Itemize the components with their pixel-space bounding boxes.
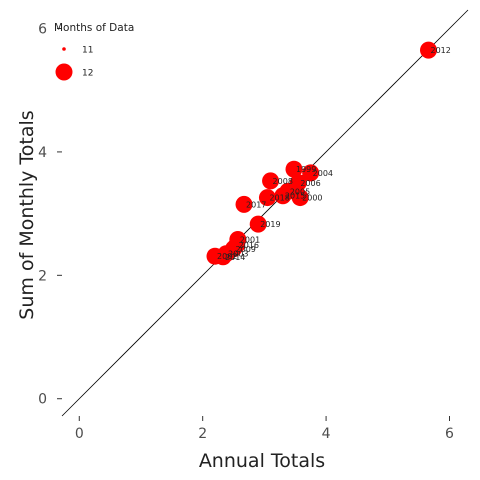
data-point-2004 <box>302 164 320 182</box>
point-label-2002: 2002 <box>217 252 237 261</box>
x-tick-label: 0 <box>75 426 84 442</box>
data-point-2000 <box>291 189 309 207</box>
x-tick-label: 2 <box>198 426 207 442</box>
y-tick-label: 0 <box>38 392 47 408</box>
point-label-2009: 2009 <box>236 245 256 254</box>
data-point-2012 <box>420 41 438 59</box>
reference-line <box>61 9 469 417</box>
x-tick-label: 6 <box>445 426 454 442</box>
legend-title: Months of Data <box>54 22 134 34</box>
point-label-2015: 2015 <box>285 192 305 201</box>
data-point-2008 <box>262 172 280 190</box>
point-label-2014: 2014 <box>225 253 245 262</box>
data-point-2014 <box>214 248 232 266</box>
y-tick-label: 2 <box>38 268 47 284</box>
point-label-2012: 2012 <box>431 46 451 55</box>
point-label-1999: 1999 <box>296 165 316 174</box>
point-label-2005: 2005 <box>290 187 310 196</box>
legend: Months of Data 11 12 <box>54 22 134 81</box>
data-point-1999 <box>285 160 303 178</box>
point-label-2008: 2008 <box>273 177 293 186</box>
legend-label-12: 12 <box>82 69 93 79</box>
point-label-2004: 2004 <box>313 169 333 178</box>
legend-key-12 <box>55 63 73 81</box>
point-label-2016: 2016 <box>239 241 259 250</box>
data-point-2017 <box>235 195 253 213</box>
point-label-2019: 2019 <box>260 220 280 229</box>
point-label-2001: 2001 <box>240 236 260 245</box>
legend-key-11 <box>62 47 66 51</box>
data-point-2015 <box>274 187 292 205</box>
y-axis-title: Sum of Monthly Totals <box>16 110 38 319</box>
point-label-2003: 2003 <box>228 250 248 259</box>
legend-label-11: 11 <box>82 46 93 56</box>
point-label-2006: 2006 <box>300 179 320 188</box>
point-label-2018: 2018 <box>269 194 289 203</box>
point-label-2000: 2000 <box>302 194 322 203</box>
x-tick-label: 4 <box>322 426 331 442</box>
data-point-2019 <box>249 215 267 233</box>
point-label-2017: 2017 <box>246 200 266 209</box>
x-axis-title: Annual Totals <box>199 450 325 472</box>
data-point-2018 <box>258 189 276 207</box>
y-tick-label: 6 <box>38 22 47 38</box>
y-tick-label: 4 <box>38 145 47 161</box>
